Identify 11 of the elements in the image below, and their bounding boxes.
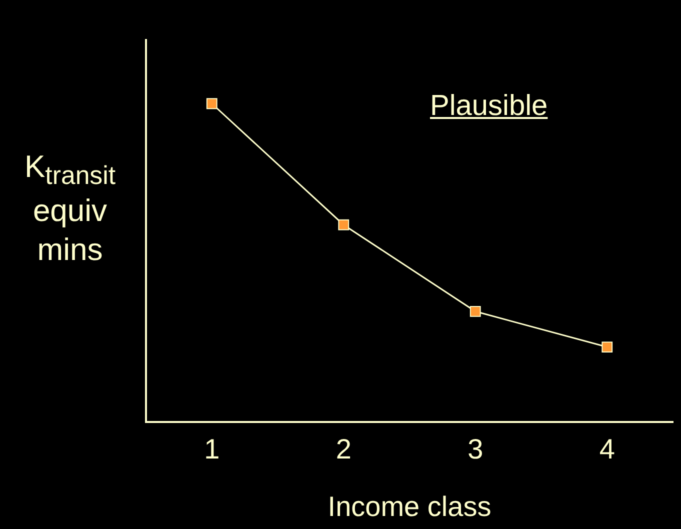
y-axis-title: K$_{transit}$ equiv mins [23,148,117,270]
point [338,219,350,230]
x-axis-title: Income class [328,490,492,522]
annotation: Plausible [430,90,548,123]
x-tick-label: 1 [204,433,220,464]
x-tick-label: 2 [336,433,352,464]
point [206,98,218,110]
x-tick-label: 4 [599,433,615,464]
point [470,306,481,317]
point [602,342,613,352]
x-tick-label: 3 [468,433,484,464]
